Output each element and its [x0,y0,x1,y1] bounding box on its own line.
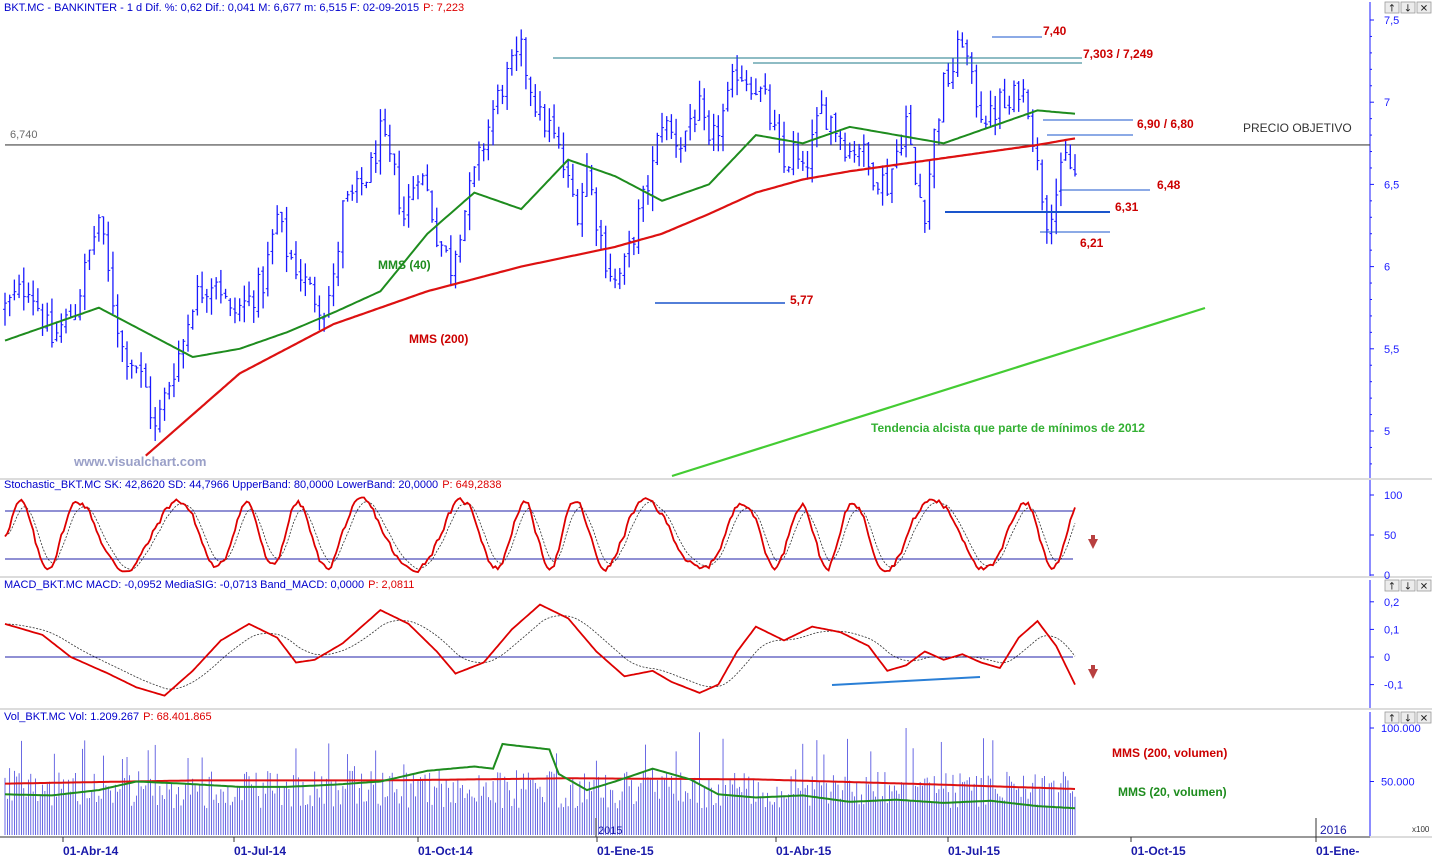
level-label-7303: 7,303 / 7,249 [1083,47,1153,61]
price-y-axis: 7,5 7 6,5 6 5,5 5 [1370,15,1399,465]
price-y-tick-label: 6 [1384,262,1390,274]
stochastic-y-tick-label: 50 [1384,530,1396,542]
pane-bg-1 [0,480,1432,576]
macd-pane: MACD_BKT.MC MACD: -0,0952 MediaSIG: -0,0… [4,579,1403,697]
year-2016-label: 2016 [1320,823,1347,837]
macd-header-p: P: 2,0811 [368,579,414,591]
level-lines [553,36,1150,304]
volume-bars [4,728,1076,835]
price-y-tick-label: 7 [1384,97,1390,109]
volume-sma200-label: MMS (200, volumen) [1112,746,1227,760]
macd-y-tick-label: 0 [1384,652,1390,664]
stochastic-down-arrow-icon [1088,535,1098,549]
window-buttons: ↑ ↓ ✕ ↑ ↓ ✕ ↑ ↓ ✕ [1384,1,1432,725]
macd-line [4,603,1076,697]
stochastic-sk-line [4,496,1076,574]
volume-y-tick-label: 50.000 [1381,777,1415,789]
price-pane-header-p: P: 7,223 [423,2,464,14]
trend-line [671,306,1206,478]
sma40-line [4,109,1076,359]
macd-down-arrow-icon [1088,665,1098,679]
window-button-icon: ↑ [1388,714,1396,725]
watermark: www.visualchart.com [73,454,206,469]
stochastic-y-tick-label: 0 [1384,570,1390,582]
x-axis-tick-label: 01-Oct-15 [1131,844,1186,857]
reference-value-label: 6,740 [10,129,38,141]
trend-label: Tendencia alcista que parte de mínimos d… [871,421,1145,435]
stochastic-y-axis: 100 50 0 [1370,490,1402,582]
precio-objetivo-label: PRECIO OBJETIVO [1243,121,1352,135]
window-button-box [1400,711,1416,724]
macd-y-tick-label: 0,1 [1384,624,1399,636]
x-axis-tick-label: 01-Ene-15 [597,844,654,857]
window-button-icon: ↑ [1388,582,1396,593]
level-label-577: 5,77 [790,293,814,307]
volume-y-axis: 100.000 50.000 [1370,723,1421,789]
window-button-box [1384,1,1400,14]
pane-bg-0 [0,2,1432,478]
window-button-icon: ✕ [1420,4,1428,15]
window-button-icon: ↑ [1388,4,1396,15]
window-button-icon: ↓ [1404,4,1412,15]
window-button-box [1384,711,1400,724]
price-y-tick-label: 6,5 [1384,179,1399,191]
volume-scale-label: x100 [1412,825,1430,834]
macd-signal-line [5,615,1076,690]
sma40-label: MMS (40) [378,258,431,272]
price-pane-header: BKT.MC - BANKINTER - 1 d Dif. %: 0,62 Di… [4,2,419,14]
level-label-621: 6,21 [1080,236,1104,250]
volume-pane: Vol_BKT.MC Vol: 1.209.267 P: 68.401.865 … [4,711,1430,837]
level-label-740: 7,40 [1043,24,1067,38]
window-button-box [1400,579,1416,592]
volume-header-p: P: 68.401.865 [143,711,212,723]
macd-y-axis: 0,2 0,1 0 -0,1 [1370,597,1403,692]
pane-bg-2 [0,580,1432,708]
window-button-icon: ✕ [1420,714,1428,725]
macd-header: MACD_BKT.MC MACD: -0,0952 MediaSIG: -0,0… [4,579,364,591]
window-button-icon: ↓ [1404,714,1412,725]
stochastic-y-tick-label: 100 [1384,490,1402,502]
stochastic-pane: Stochastic_BKT.MC SK: 42,8620 SD: 44,796… [4,479,1402,582]
window-button-box [1400,1,1416,14]
window-button-box [1416,579,1432,592]
level-label-648: 6,48 [1157,178,1181,192]
window-button-icon: ↓ [1404,582,1412,593]
volume-sma20-label: MMS (20, volumen) [1118,785,1227,799]
volume-header: Vol_BKT.MC Vol: 1.209.267 [4,711,139,723]
x-axis-tick-label: 01-Jul-15 [948,844,1000,857]
stochastic-header-p: P: 649,2838 [442,479,501,491]
volume-y-tick-label: 100.000 [1381,723,1421,735]
stochastic-header: Stochastic_BKT.MC SK: 42,8620 SD: 44,796… [4,479,438,491]
price-bars [3,29,1077,442]
volume-sma20-line [4,742,1076,810]
window-button-box [1384,579,1400,592]
level-label-690: 6,90 / 6,80 [1137,117,1194,131]
macd-y-tick-label: -0,1 [1384,680,1403,692]
x-axis-tick-label: 01-Ene- [1316,844,1359,857]
macd-y-tick-label: 0,2 [1384,597,1399,609]
x-axis-tick-label: 01-Oct-14 [418,844,473,857]
price-y-tick-label: 5,5 [1384,344,1399,356]
price-y-tick-label: 7,5 [1384,15,1399,27]
sma200-label: MMS (200) [409,332,468,346]
window-button-box [1416,711,1432,724]
window-button-box [1416,1,1432,14]
macd-divergence-line [831,676,981,686]
x-axis: 01-Abr-14 01-Jul-14 01-Oct-14 01-Ene-15 01-A… [0,818,1370,857]
year-2015-label: 2015 [598,825,622,837]
x-axis-tick-label: 01-Abr-15 [776,844,832,857]
pane-frames [0,2,1432,838]
x-axis-tick-label: 01-Abr-14 [63,844,119,857]
price-pane: 6,740 PRECIO OBJETIVO 7,40 7,303 / 7,249… [3,2,1399,478]
volume-sma200-line [5,777,1076,790]
sma200-line [145,137,1076,457]
price-y-tick-label: 5 [1384,426,1390,438]
level-label-631: 6,31 [1115,200,1139,214]
x-axis-tick-label: 01-Jul-14 [234,844,286,857]
window-button-icon: ✕ [1420,582,1428,593]
